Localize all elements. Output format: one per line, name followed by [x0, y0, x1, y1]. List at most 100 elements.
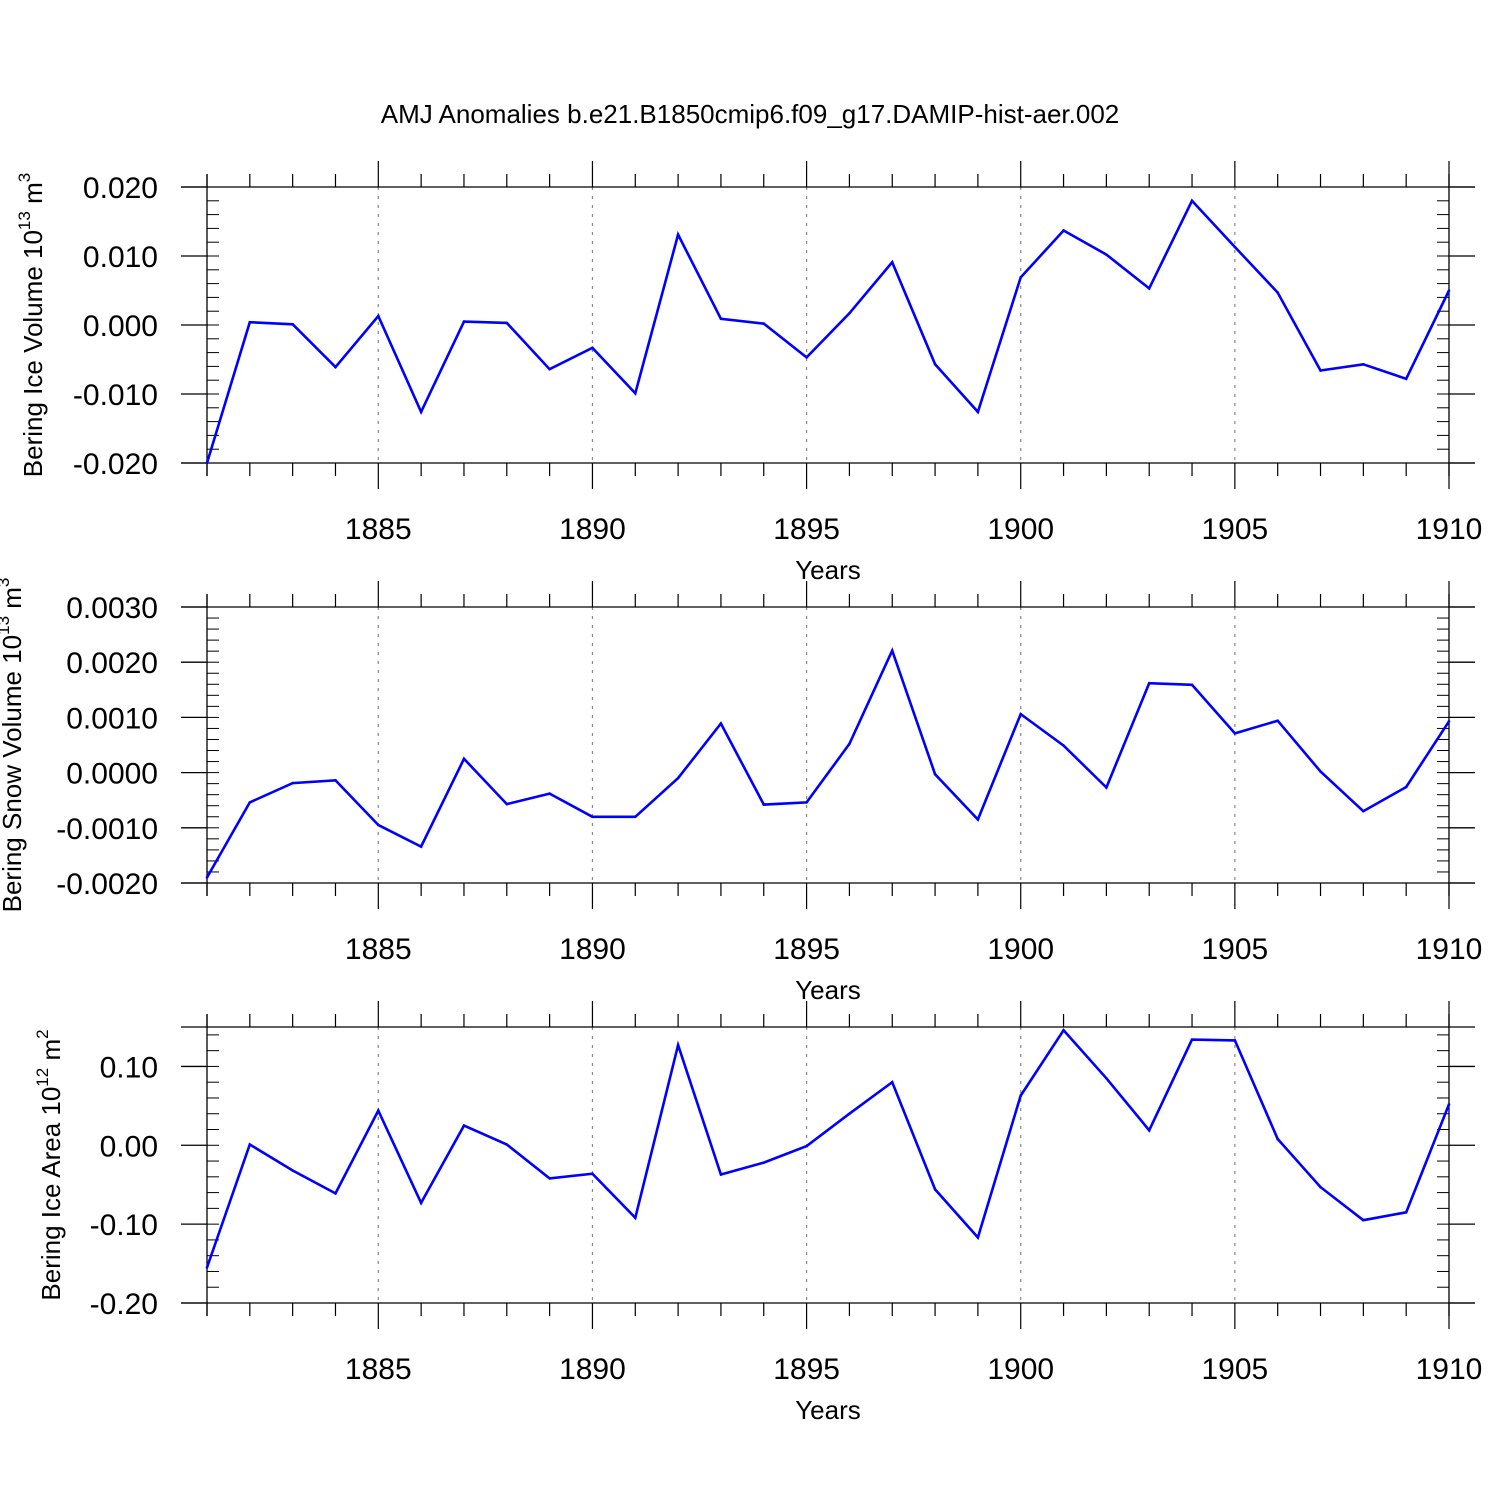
data-point	[291, 323, 294, 326]
data-point	[805, 801, 808, 804]
x-tick-label: 1910	[1416, 1353, 1483, 1386]
data-point	[205, 461, 209, 465]
data-point	[933, 1188, 937, 1191]
data-point	[591, 1172, 594, 1175]
x-tick-label: 1905	[1201, 513, 1268, 546]
x-tick-label: 1900	[987, 513, 1054, 546]
y-tick-label: 0.00	[100, 1130, 158, 1163]
data-point	[248, 320, 252, 324]
data-point	[848, 1112, 851, 1116]
data-point	[1190, 683, 1194, 687]
data-point	[548, 367, 551, 371]
data-point	[205, 1266, 209, 1269]
x-axis-title: Years	[795, 975, 861, 1005]
data-point	[462, 320, 466, 323]
data-point	[591, 346, 594, 350]
data-point	[848, 311, 851, 315]
x-axis-title: Years	[795, 555, 861, 585]
data-point	[890, 649, 894, 652]
data-point	[1062, 744, 1065, 747]
data-point	[762, 1161, 766, 1164]
data-point	[762, 322, 766, 325]
data-point	[1190, 199, 1194, 203]
series-line	[205, 647, 1451, 879]
data-point	[1019, 276, 1023, 279]
series-line	[205, 1028, 1451, 1268]
data-point	[548, 1177, 551, 1180]
data-point	[1362, 363, 1365, 366]
data-point	[334, 365, 337, 369]
data-point	[1233, 245, 1237, 249]
x-tick-label: 1910	[1416, 933, 1483, 966]
y-axis-title-exponent: 12	[33, 1068, 52, 1087]
y-tick-label: 0.0030	[66, 592, 158, 625]
data-point	[1190, 1038, 1194, 1041]
data-point	[1147, 681, 1151, 685]
data-point	[1147, 1129, 1151, 1132]
data-point	[1404, 377, 1408, 381]
data-point	[462, 1124, 466, 1127]
y-axis-title: Bering Ice Area 1012 m2	[33, 1029, 66, 1300]
y-tick-label: 0.0000	[66, 758, 158, 791]
x-tick-label: 1895	[773, 933, 840, 966]
data-point	[505, 802, 509, 806]
data-point	[291, 1169, 294, 1172]
data-point	[1404, 1211, 1408, 1214]
y-axis-title-unit-exponent: 2	[33, 1029, 52, 1038]
x-tick-label: 1895	[773, 513, 840, 546]
data-point	[1276, 1137, 1279, 1141]
x-tick-label: 1885	[345, 513, 412, 546]
y-axis-title-text: Bering Ice Area 10	[36, 1087, 66, 1301]
y-axis-title-exponent: 13	[0, 616, 13, 635]
data-point	[291, 781, 294, 785]
data-point	[633, 392, 637, 395]
series-line	[205, 198, 1451, 464]
x-tick-label: 1895	[773, 1353, 840, 1386]
y-tick-label: -0.0010	[56, 813, 158, 846]
data-point	[505, 1143, 509, 1146]
x-tick-label: 1885	[345, 1353, 412, 1386]
data-point	[719, 317, 723, 321]
data-point	[334, 1192, 337, 1195]
data-point	[1362, 809, 1365, 813]
y-axis-title-unit-exponent: 3	[0, 578, 13, 587]
y-axis-title: Bering Snow Volume 1013 m3	[0, 578, 27, 913]
data-point	[1233, 732, 1237, 735]
data-point	[548, 792, 551, 795]
data-point	[933, 772, 937, 776]
data-point	[1276, 291, 1279, 294]
y-tick-label: -0.20	[90, 1288, 158, 1321]
data-point	[1447, 719, 1451, 723]
data-point	[248, 1143, 252, 1146]
data-point	[719, 722, 723, 725]
data-point	[719, 1173, 723, 1176]
data-point	[676, 776, 680, 780]
data-point	[1147, 287, 1151, 290]
data-point	[1362, 1218, 1365, 1222]
data-point	[505, 321, 509, 325]
data-point	[1404, 785, 1408, 789]
y-tick-label: -0.0020	[56, 868, 158, 901]
y-tick-label: 0.010	[83, 241, 158, 274]
y-axis-title-text: Bering Ice Volume 10	[18, 230, 48, 477]
y-tick-label: -0.10	[90, 1209, 158, 1242]
chart-panel-3: -0.20 -0.10 0.00 0.10 1885 1890 1895 1900 1905 19…	[33, 1001, 1482, 1425]
data-point	[462, 757, 466, 761]
x-tick-label: 1890	[559, 1353, 626, 1386]
data-point	[976, 1236, 980, 1239]
y-axis-title-unit: m	[0, 587, 27, 616]
y-axis-title: Bering Ice Volume 1013 m3	[15, 173, 48, 477]
x-tick-label: 1905	[1201, 1353, 1268, 1386]
y-axis-title-exponent: 13	[15, 211, 34, 230]
data-point	[933, 363, 937, 366]
y-tick-label: 0.000	[83, 310, 158, 343]
y-tick-label: 0.0010	[66, 702, 158, 735]
data-point	[848, 742, 851, 746]
y-axis-title-unit: m	[18, 182, 48, 211]
y-tick-label: -0.010	[73, 379, 158, 412]
data-point	[1447, 289, 1451, 292]
data-point	[762, 803, 766, 806]
y-axis-title-unit-exponent: 3	[15, 173, 34, 182]
data-point	[1105, 253, 1108, 256]
